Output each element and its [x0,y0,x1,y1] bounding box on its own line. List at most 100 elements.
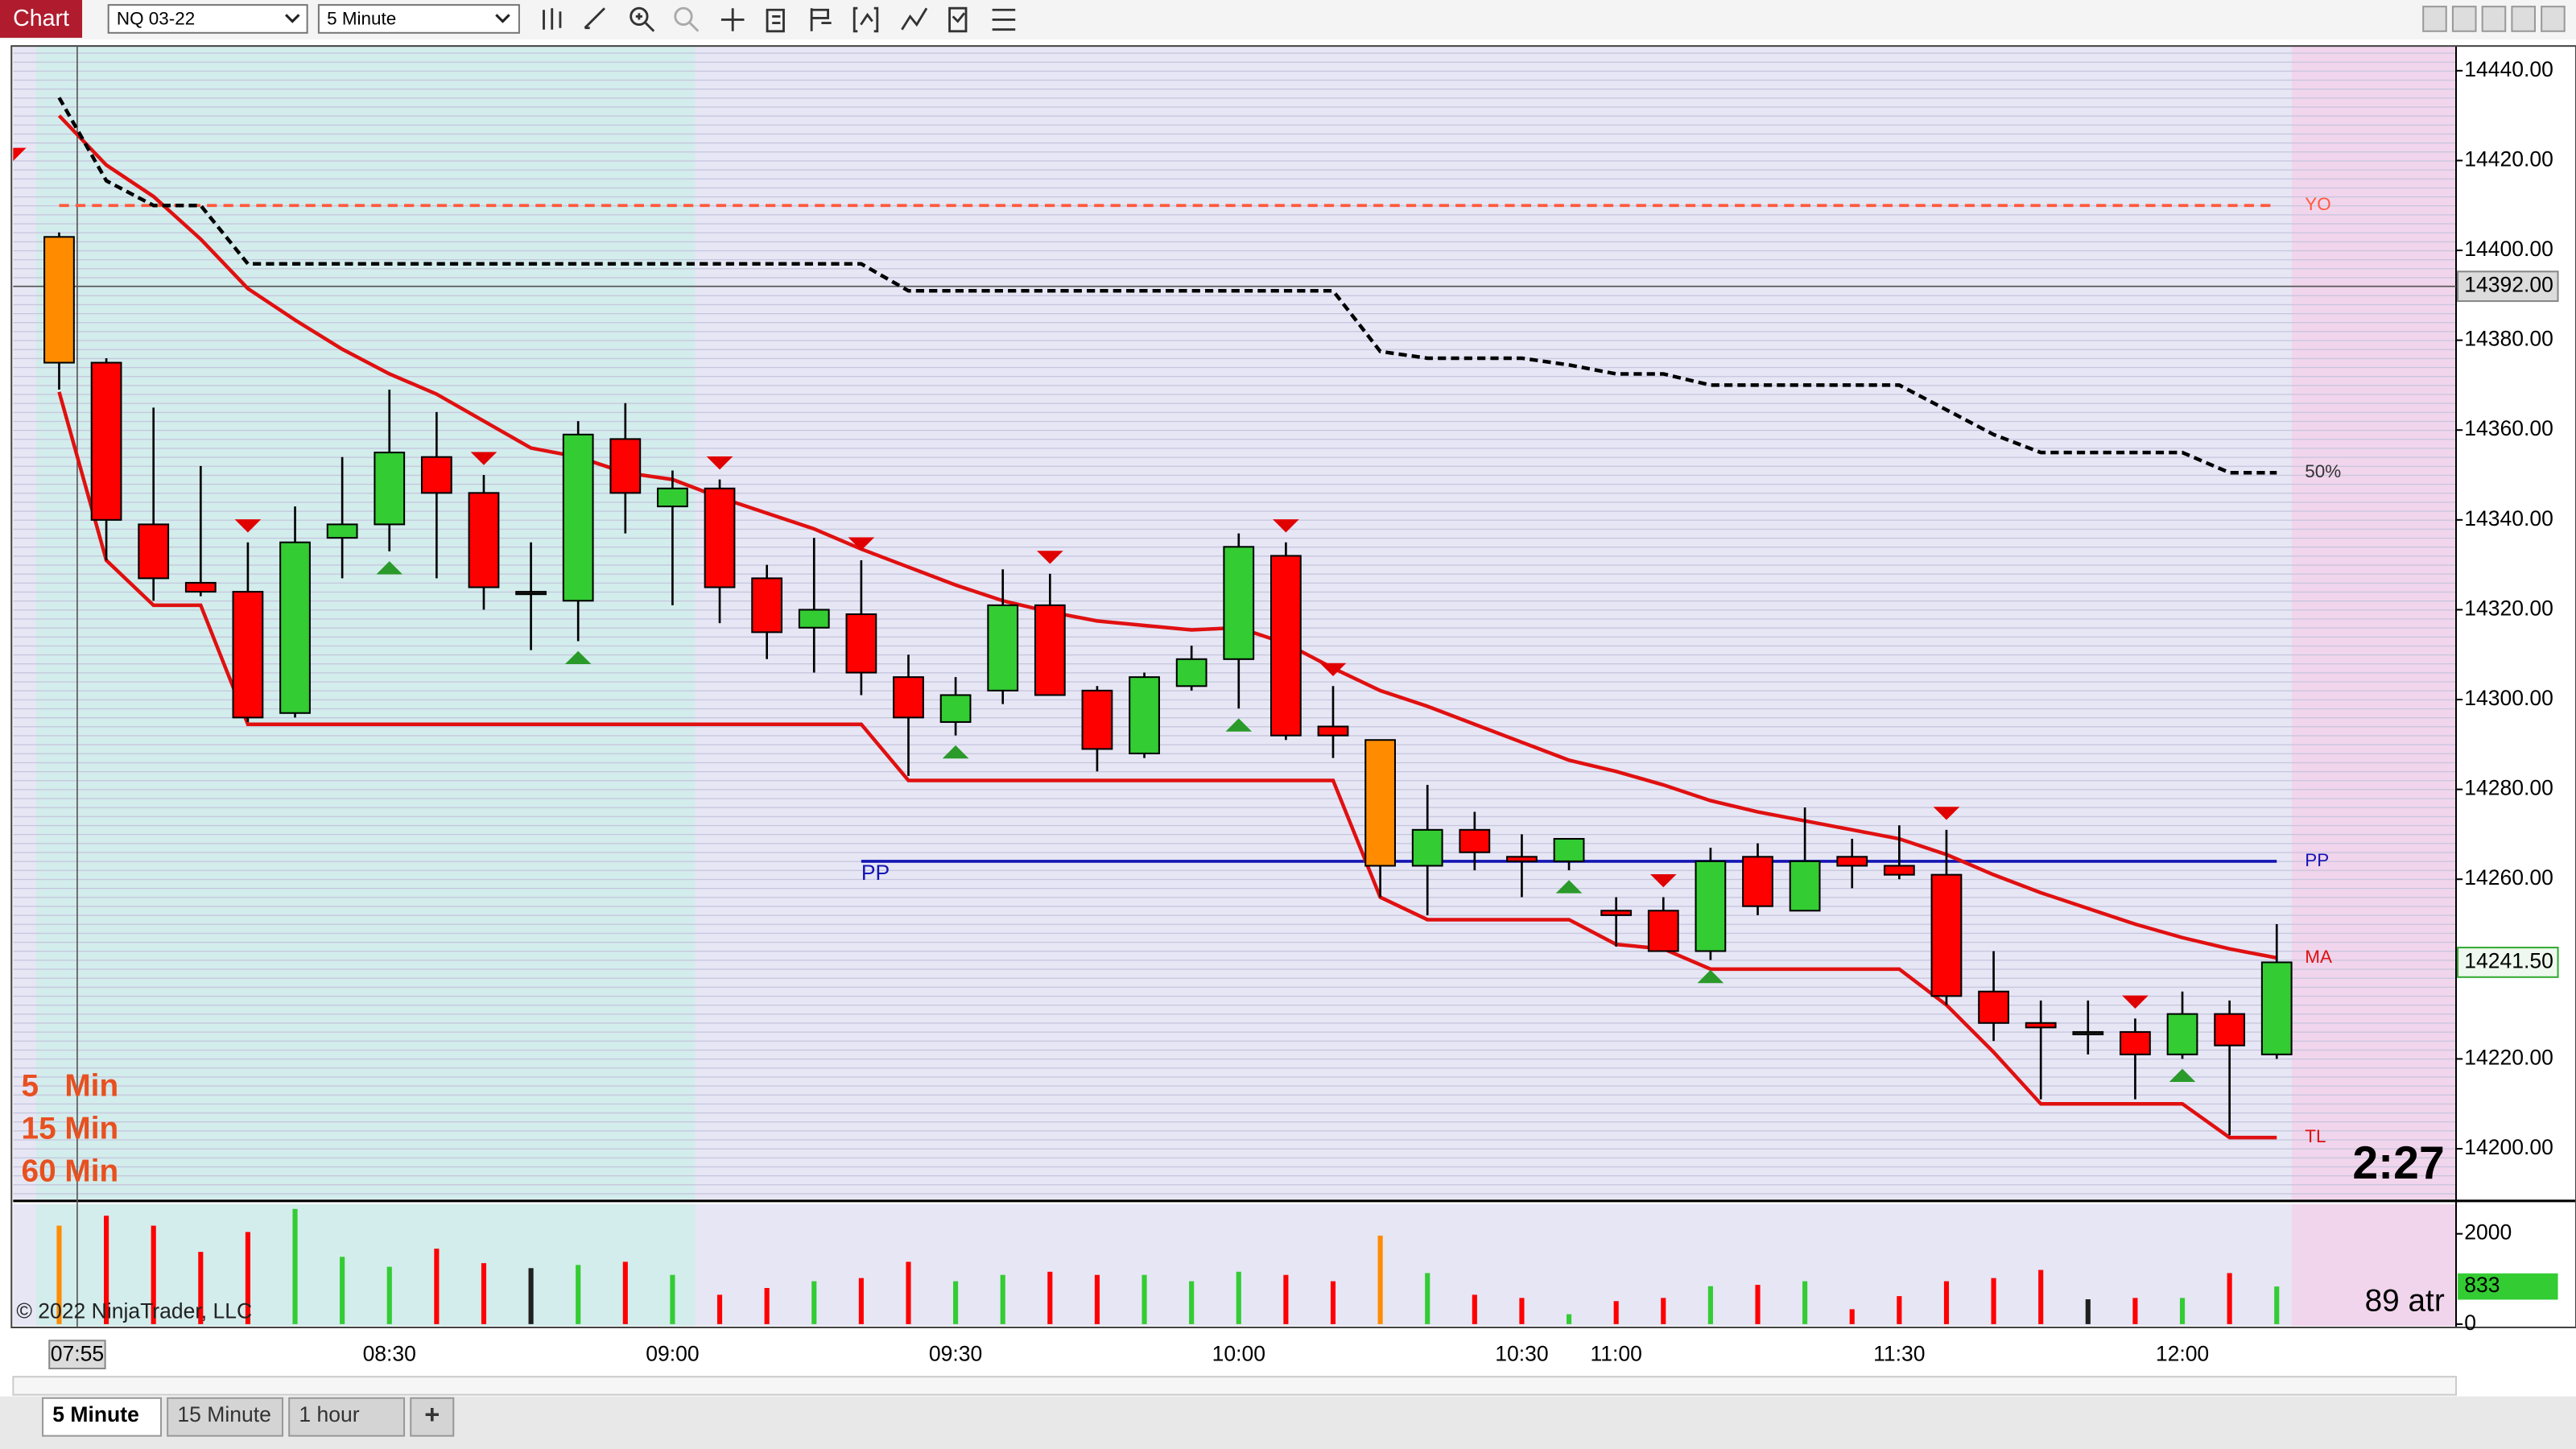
signal-up [1225,718,1253,732]
volume-bar [56,1225,62,1324]
candle-body [657,487,688,508]
volume-bar [1613,1301,1619,1324]
level-label: PP [2305,850,2329,870]
volume-bar [1189,1281,1195,1324]
volume-bar [2132,1298,2138,1324]
indicator-line [57,391,2277,1140]
volume-bar [340,1257,345,1324]
instrument-select[interactable] [107,4,308,34]
level-label: YO [2305,194,2330,214]
toolbar-icons[interactable] [543,6,1016,33]
candle-body [1836,856,1868,867]
indicator-label: 89 atr [2365,1284,2445,1319]
volume-bar [1849,1309,1855,1324]
x-tick-label: 10:30 [1495,1342,1548,1366]
candle-body [138,523,170,580]
tab-label: + [424,1399,440,1429]
candle-body [326,523,358,539]
line-label: MA [2305,947,2332,967]
volume-bar [906,1261,911,1324]
tab[interactable] [410,1397,455,1437]
tab[interactable] [167,1397,284,1437]
volume-bar [1661,1298,1666,1324]
chart-tab[interactable] [0,0,83,38]
volume-bar [2038,1269,2044,1324]
candle-body [1317,725,1349,737]
volume-bar [716,1294,723,1324]
volume-bar [434,1249,440,1324]
volume-bar [245,1232,250,1324]
candle-body [1269,555,1302,737]
candle-body [939,694,972,723]
tab[interactable] [42,1397,163,1437]
candle-body [1695,860,1727,952]
volume-bar [104,1216,109,1324]
crosshair-price-box [2457,270,2559,303]
y-tick-label: 14340.00 [2464,506,2553,530]
y-tick-label: 14400.00 [2464,237,2553,261]
volume-bar [1141,1274,1147,1324]
candle-body [1978,990,2009,1024]
last-volume: 833 [2464,1273,2500,1297]
interval-select[interactable] [317,4,520,34]
candle-body [1223,546,1255,660]
volume-bar [1472,1294,1477,1324]
y-tick-label: 14220.00 [2464,1045,2553,1069]
timeframe-label: 5 Min [22,1068,119,1103]
volume-bar [858,1278,864,1324]
interval: 5 Minute [327,8,396,28]
signal-down [1319,663,1347,677]
volume-bar [811,1281,817,1324]
x-tick-label: 12:00 [2156,1342,2209,1366]
candle-body [1034,604,1066,696]
signal-up [2169,1068,2196,1082]
signal-up [1555,880,1583,894]
window-buttons[interactable] [2422,6,2566,32]
volume-bar [1094,1274,1100,1324]
indicator-line [57,114,2277,960]
last-price: 14241.50 [2464,948,2553,972]
candle-body [609,438,642,494]
candle-body [515,591,547,596]
last-volume-box [2458,1273,2558,1300]
y-tick-label: 14320.00 [2464,596,2553,620]
volume-bar [622,1261,628,1324]
timeframe-label: 60 Min [22,1154,119,1188]
signal-up [564,650,592,665]
tab-label: 5 Minute [52,1402,139,1426]
signal-down [2122,995,2149,1009]
volume-bar [670,1274,675,1324]
volume-bar [1236,1271,1241,1324]
signal-up [942,745,969,759]
y-tick-label: 14260.00 [2464,865,2553,890]
volume-bar [1283,1274,1289,1324]
scrollbar[interactable] [12,1376,2458,1396]
signal-down [470,452,497,465]
candle-body [468,492,500,588]
volume-bar [1425,1273,1430,1324]
candle-body [1175,658,1208,687]
timeframe-label: 15 Min [22,1111,119,1146]
candle-body [374,452,406,526]
volume-bar [1755,1285,1761,1324]
candle-body [2260,961,2293,1055]
volume-bar [1377,1235,1383,1324]
crosshair-time: 07:55 [51,1342,104,1366]
x-tick-label: 09:30 [929,1342,982,1366]
y-tick-label: 14380.00 [2464,327,2553,351]
line-label: TL [2305,1126,2326,1146]
candle-body [184,581,217,593]
candle-body [1647,910,1679,952]
y-tick-label: 0 [2464,1311,2476,1335]
signal-down [1933,807,1960,820]
candle-body [704,487,736,588]
tab[interactable] [288,1397,406,1437]
candle-body [1742,856,1773,907]
chevron [495,14,510,23]
volume-bar [764,1287,770,1324]
volume-bar [1519,1298,1525,1324]
future-zone [2291,1203,2457,1326]
candle-body [1411,828,1443,867]
volume-bar [1991,1278,1996,1324]
y-tick-label: 14420.00 [2464,147,2553,171]
